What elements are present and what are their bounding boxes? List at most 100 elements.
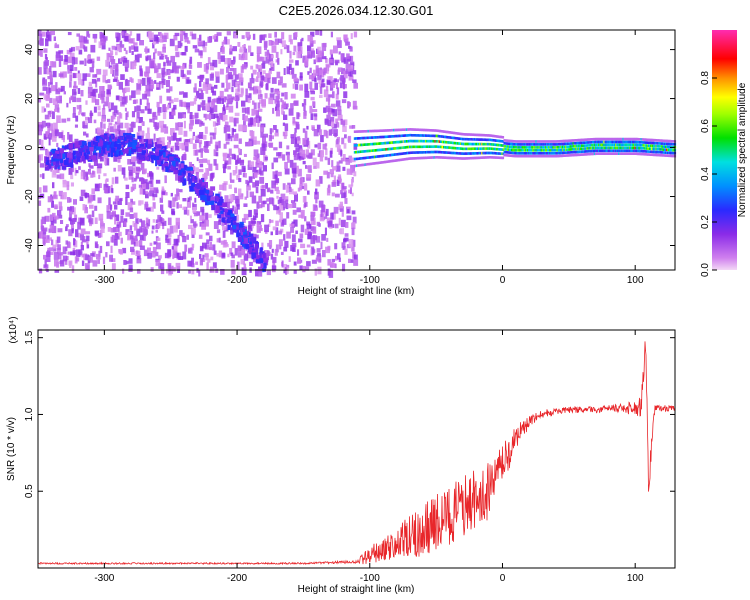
spectrogram-band-cell [463,137,465,141]
spectrogram-noise-cell [171,135,175,141]
spectrogram-noise-cell [104,36,108,41]
spectrogram-band-cell [437,129,440,133]
spectrogram-noise-cell [188,269,191,274]
spectrogram-noise-cell [144,201,149,208]
spectrogram-band-cell [641,141,644,144]
spectrogram-arc-cell [78,140,82,145]
spectrogram-band-cell [479,133,481,137]
spectrogram-noise-cell [348,184,353,188]
spectrogram-noise-cell [176,252,180,259]
spectrogram-band-cell [537,154,540,158]
spectrogram-band-cell [548,149,550,152]
spectrogram-band-cell [500,135,502,139]
spectrogram-band-cell [639,143,641,147]
spectrogram-band-cell [644,147,647,150]
spectrogram-band-cell [361,136,363,140]
spectrogram-noise-cell [317,46,321,53]
spectrogram-noise-cell [115,32,119,39]
spectrogram-band-cell [524,143,527,146]
spectrogram-band-cell [593,146,596,150]
spectrogram-band-cell [609,149,612,153]
spectrogram-noise-cell [341,212,344,217]
spectrogram-band-cell [557,154,560,158]
spectrogram-band-cell [491,143,494,146]
spectrogram-band-cell [609,143,612,147]
spectrogram-arc-cell [113,146,117,152]
spectrogram-band-cell [426,139,428,143]
spectrogram-noise-cell [78,35,83,43]
spectrogram-noise-cell [343,70,348,79]
spectrogram-noise-cell [38,154,43,161]
spectrogram-noise-cell [41,139,44,148]
spectrogram-band-cell [548,143,550,146]
spectrogram-noise-cell [259,224,262,231]
spectrogram-noise-cell [189,196,192,201]
spectrogram-noise-cell [152,117,155,123]
spectrogram-noise-cell [50,85,56,92]
spectrogram-band-cell [637,140,639,144]
spectrogram-noise-cell [307,165,312,173]
spectrogram-band-cell [645,141,648,144]
spectrogram-band-cell [481,147,483,150]
spectrogram-band-cell [639,149,641,153]
spectrogram-noise-cell [72,96,77,103]
spectrogram-noise-cell [320,210,323,217]
spectrogram-band-cell [543,152,546,155]
spectrogram-noise-cell [54,129,59,137]
spectrogram-band-cell [632,137,634,141]
spectrogram-band-cell [445,135,447,139]
spectrogram-noise-cell [351,125,356,129]
spectrogram-noise-cell [222,225,227,231]
spectrogram-band-cell [547,140,549,143]
spectrogram-noise-cell [144,72,150,78]
spectrogram-noise-cell [48,123,53,131]
spectrogram-noise-cell [128,46,132,53]
spectrogram-noise-cell [247,123,253,127]
spectrogram-noise-cell [191,179,195,186]
spectrogram-noise-cell [305,266,310,271]
spectrogram-noise-cell [151,230,154,234]
spectrogram-noise-cell [156,166,160,170]
spectrogram-noise-cell [344,119,348,125]
spectrogram-band-cell [595,143,598,147]
spectrogram-noise-cell [75,115,79,122]
spectrogram-band-cell [625,137,628,141]
spectrogram-noise-cell [209,173,213,182]
spectrogram-band-cell [455,132,458,135]
spectrogram-noise-cell [121,167,126,175]
spectrogram-noise-cell [276,71,281,79]
spectrogram-band-cell [496,156,498,159]
spectrogram-noise-cell [242,218,246,223]
spectrogram-band-cell [486,138,489,142]
spectrogram-band-cell [647,147,650,150]
spectrogram-noise-cell [337,253,341,260]
spectrogram-band-cell [408,139,410,143]
spectrogram-band-cell [464,137,466,141]
spectrogram-band-cell [616,140,618,144]
spectrogram-noise-cell [112,115,116,120]
spectrogram-arc-cell [229,227,234,231]
spectrogram-noise-cell [96,166,102,174]
spectrogram-band-cell [553,146,555,149]
spectrogram-noise-cell [235,88,240,97]
spectrogram-band-cell [591,140,594,144]
spectrogram-noise-cell [72,107,76,114]
spectrogram-noise-cell [314,115,318,121]
spectrogram-noise-cell [154,122,160,130]
spectrogram-band-cell [381,135,383,139]
spectrogram-noise-cell [90,172,94,178]
spectrogram-arc-cell [74,155,78,160]
spectrogram-noise-cell [311,247,315,256]
spectrogram-band-cell [589,138,592,141]
spectrogram-band-cell [420,139,423,143]
spectrogram-band-cell [508,139,511,143]
spectrogram-noise-cell [146,207,151,212]
spectrogram-band-cell [554,152,557,155]
spectrogram-noise-cell [183,206,188,215]
spectrogram-noise-cell [248,221,251,226]
spectrogram-noise-cell [133,46,139,52]
spectrogram-noise-cell [197,37,200,46]
spectrogram-noise-cell [187,107,190,114]
spectrogram-noise-cell [161,79,166,85]
spectrogram-band-cell [379,135,381,139]
